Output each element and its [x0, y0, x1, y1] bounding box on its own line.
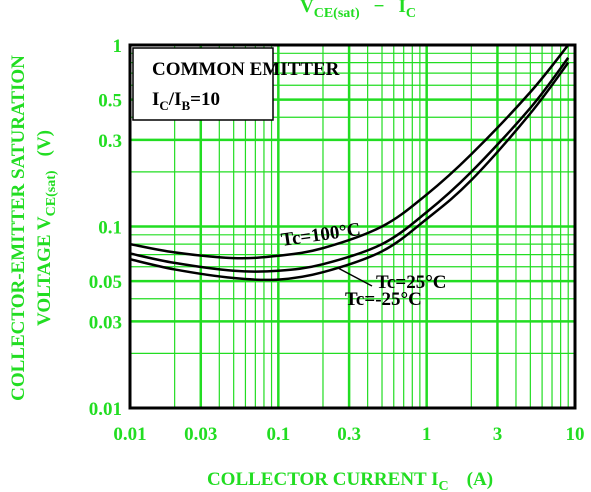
- y-tick-label: 0.05: [89, 272, 122, 293]
- plot-frame: [128, 43, 577, 410]
- x-tick-label: 0.01: [113, 424, 146, 445]
- x-axis-label: COLLECTOR CURRENT IC (A): [207, 469, 493, 492]
- x-tick-label: 0.3: [337, 424, 361, 445]
- y-tick-label: 0.01: [89, 399, 122, 420]
- annotation-text: /I: [168, 89, 182, 110]
- chart-title: VCE(sat) − IC: [300, 0, 416, 21]
- annotation-text: =10: [190, 89, 220, 110]
- annotation-box: [132, 47, 274, 121]
- x-tick-label: 3: [493, 424, 503, 445]
- curve: [130, 57, 570, 273]
- x-tick-label: 0.03: [184, 424, 217, 445]
- y-tick-label: 0.03: [89, 312, 122, 333]
- annotation-text: COMMON EMITTER: [152, 59, 340, 80]
- y-axis-label: VOLTAGE VCE(sat)(V): [34, 130, 59, 326]
- x-tick-label: 1: [422, 424, 432, 445]
- y-tick-label: 0.5: [98, 91, 122, 112]
- x-tick-label: 0.1: [266, 424, 290, 445]
- series-label: Tc=-25°C: [345, 289, 422, 310]
- annotation: IC/IB=10: [152, 89, 220, 113]
- leader-line: [337, 267, 373, 287]
- annotation-text: B: [181, 98, 190, 113]
- annotation-text: I: [152, 89, 159, 110]
- y-tick-label: 0.3: [98, 131, 122, 152]
- curve: [130, 61, 570, 282]
- y-axis-label: COLLECTOR-EMITTER SATURATION: [8, 55, 29, 401]
- curve: [130, 45, 570, 260]
- x-tick-label: 10: [566, 424, 585, 445]
- y-tick-label: 1: [113, 36, 123, 57]
- annotation: COMMON EMITTER: [152, 59, 340, 80]
- y-tick-label: 0.1: [98, 218, 122, 239]
- annotation-text: C: [159, 98, 168, 113]
- series-label: Tc=25°C: [376, 272, 447, 293]
